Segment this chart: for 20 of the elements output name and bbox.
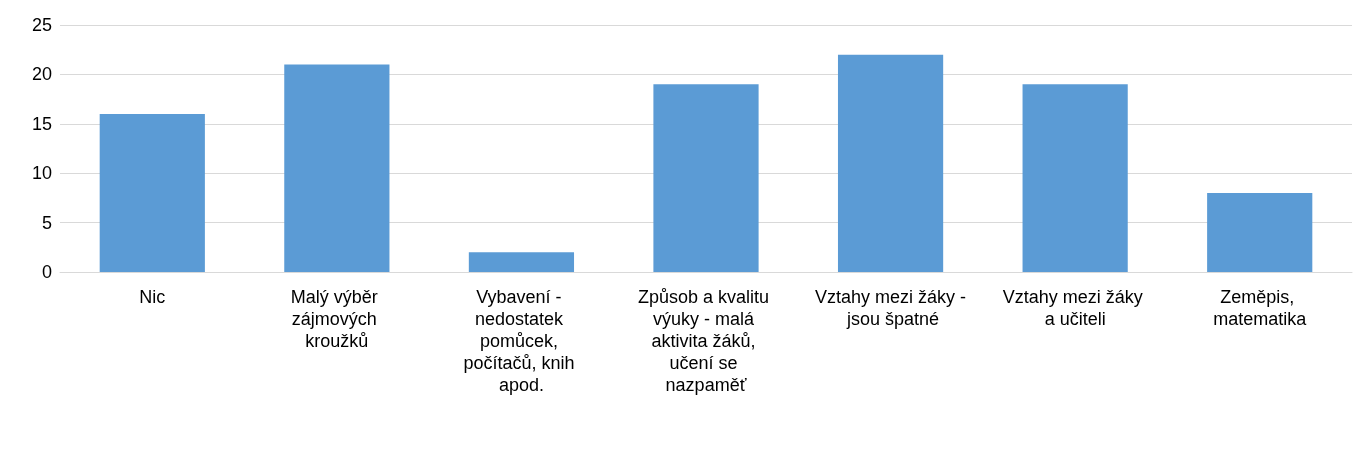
y-tick-label: 10 <box>31 163 52 184</box>
y-tick-label: 0 <box>41 262 52 282</box>
bar <box>653 84 759 272</box>
y-tick-label: 25 <box>31 15 52 35</box>
x-tick-label: Malý výběr zájmových kroužků <box>290 287 383 351</box>
x-tick-label: Vztahy mezi žáky a učiteli <box>1002 287 1148 329</box>
x-tick-label: Vztahy mezi žáky - jsou špatné <box>815 287 967 329</box>
bar <box>1207 192 1313 272</box>
x-tick-label: Vybavení - nedostatek pomůcek, počítačů, knih apod. <box>463 287 580 395</box>
y-tick-label: 15 <box>31 113 52 134</box>
x-tick-label: Zeměpis, matematika <box>1213 287 1308 329</box>
bar <box>99 113 205 272</box>
bar <box>284 64 390 272</box>
x-tick-label: Nic <box>139 287 166 307</box>
bar <box>468 252 575 272</box>
y-tick-label: 20 <box>31 64 52 85</box>
bar <box>1022 84 1128 272</box>
y-tick-label: 5 <box>41 212 52 233</box>
bar <box>837 54 944 272</box>
x-tick-label: Způsob a kvalitu výuky - malá aktivita žáků, učení se nazpaměť <box>637 287 775 395</box>
